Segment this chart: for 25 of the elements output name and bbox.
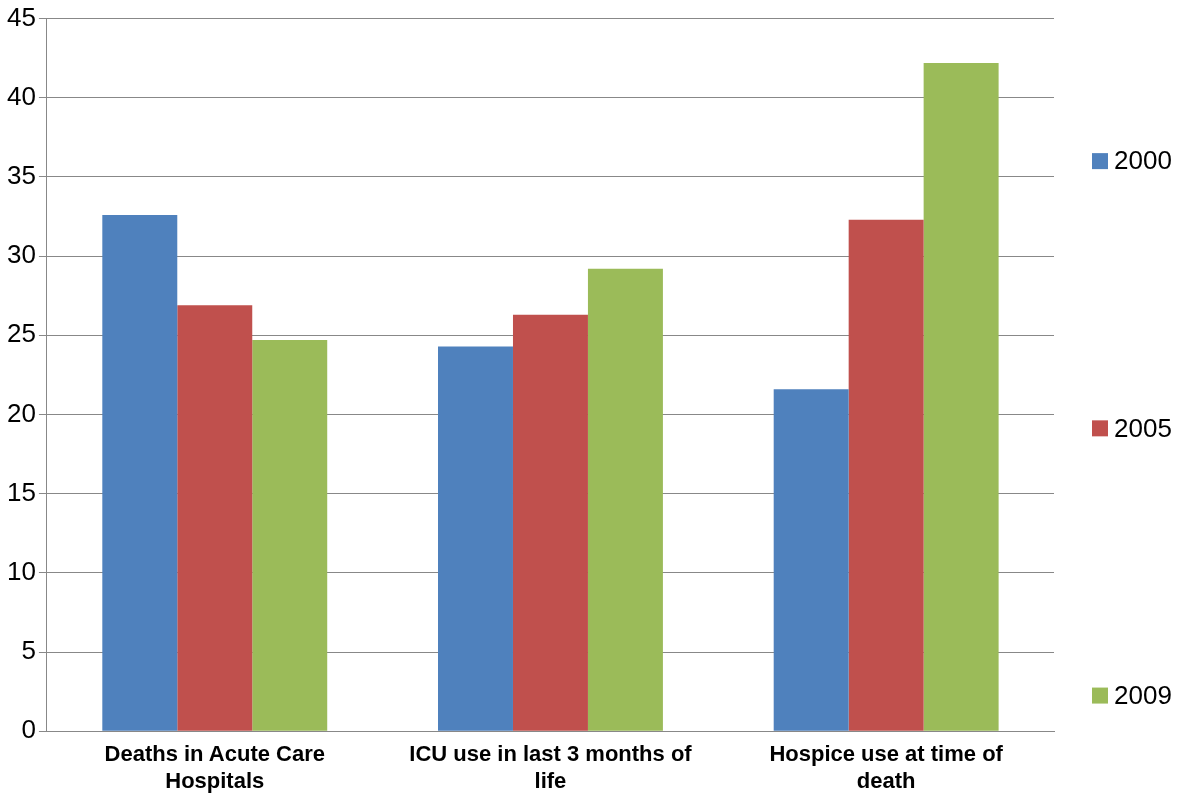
- y-tick-label: 25: [7, 318, 36, 349]
- y-tick-label: 40: [7, 80, 36, 111]
- y-tick-label: 20: [7, 397, 36, 428]
- bar: [923, 62, 999, 731]
- bar: [438, 346, 513, 731]
- x-tick-label: ICU use in last 3 months of life: [409, 741, 693, 793]
- bar: [102, 214, 178, 731]
- y-tick-label: 30: [7, 239, 36, 270]
- bar: [177, 305, 253, 731]
- bar: [252, 340, 328, 731]
- bar: [773, 389, 849, 731]
- x-tick-label: Hospice use at time of death: [769, 741, 1004, 793]
- bar: [512, 314, 588, 731]
- legend-label: 2005: [1114, 412, 1172, 443]
- y-tick-label: 35: [7, 160, 36, 191]
- y-tick-label: 0: [21, 714, 36, 745]
- y-tick-label: 10: [7, 556, 36, 587]
- legend-label: 2009: [1114, 679, 1172, 710]
- y-tick-label: 5: [21, 635, 36, 666]
- bar: [848, 219, 924, 731]
- x-tick-label: Deaths in Acute Care Hospitals: [104, 741, 326, 793]
- y-tick-label: 15: [7, 476, 36, 507]
- legend-label: 2000: [1114, 145, 1172, 176]
- y-tick-label: 45: [7, 1, 36, 32]
- bar: [587, 268, 663, 731]
